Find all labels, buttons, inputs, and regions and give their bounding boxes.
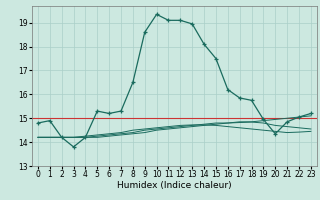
X-axis label: Humidex (Indice chaleur): Humidex (Indice chaleur) (117, 181, 232, 190)
